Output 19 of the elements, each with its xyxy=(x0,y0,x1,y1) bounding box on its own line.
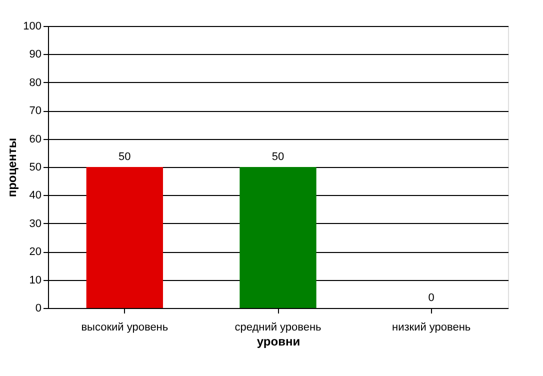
x-tick-label: высокий уровень xyxy=(81,322,168,334)
y-tick-label: 80 xyxy=(29,76,42,89)
data-label: 0 xyxy=(428,292,434,304)
y-tick-label: 50 xyxy=(29,162,42,174)
y-tick-label: 70 xyxy=(29,105,42,118)
data-label: 50 xyxy=(118,151,131,163)
y-tick-label: 60 xyxy=(29,133,42,146)
x-axis-title: уровни xyxy=(256,334,300,348)
y-tick-label: 30 xyxy=(29,218,42,230)
x-tick-label: средний уровень xyxy=(234,322,322,334)
x-tick-label: низкий уровень xyxy=(392,322,471,334)
data-label: 50 xyxy=(272,151,284,163)
y-tick-label: 10 xyxy=(29,274,42,286)
y-tick-label: 90 xyxy=(29,48,42,61)
y-axis-title: проценты xyxy=(5,138,20,198)
y-tick-label: 40 xyxy=(29,190,42,202)
y-tick-label: 0 xyxy=(35,302,42,314)
y-tick-label: 100 xyxy=(23,20,42,32)
y-tick-label: 20 xyxy=(29,246,42,258)
